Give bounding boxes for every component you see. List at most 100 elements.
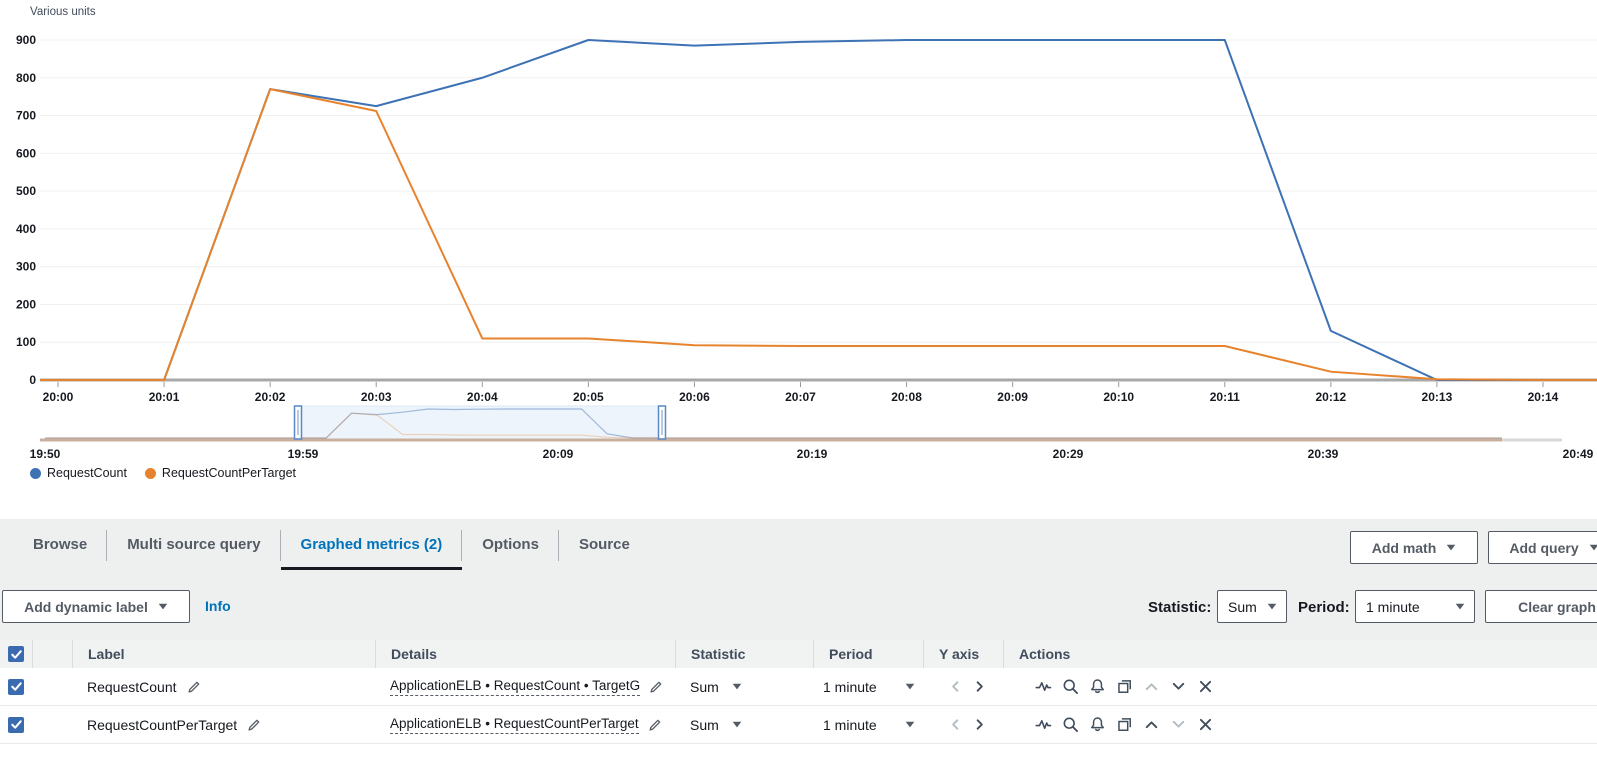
svg-text:20:14: 20:14 bbox=[1528, 390, 1559, 404]
tab-browse[interactable]: Browse bbox=[13, 519, 108, 570]
row-checkbox[interactable] bbox=[8, 678, 24, 695]
row-period-dropdown[interactable]: 1 minute bbox=[813, 679, 923, 695]
duplicate-icon[interactable] bbox=[1116, 678, 1133, 695]
graphed-metrics-table: Label Details Statistic Period Y axis Ac… bbox=[0, 640, 1597, 771]
period-label: Period: bbox=[1298, 599, 1350, 616]
svg-text:200: 200 bbox=[16, 297, 36, 311]
row-statistic-dropdown[interactable]: Sum bbox=[675, 717, 813, 733]
svg-text:20:03: 20:03 bbox=[361, 390, 392, 404]
pulse-icon[interactable] bbox=[1035, 716, 1052, 733]
chevron-down-icon bbox=[1267, 603, 1277, 610]
move-up-icon[interactable] bbox=[1143, 716, 1160, 733]
svg-text:20:02: 20:02 bbox=[255, 390, 286, 404]
svg-text:20:09: 20:09 bbox=[543, 447, 574, 461]
metric-details[interactable]: ApplicationELB • RequestCount • TargetG bbox=[390, 678, 641, 696]
tab-source[interactable]: Source bbox=[578, 536, 630, 553]
svg-text:500: 500 bbox=[16, 184, 36, 198]
svg-text:700: 700 bbox=[16, 109, 36, 123]
column-header-statistic: Statistic bbox=[675, 640, 813, 668]
row-checkbox[interactable] bbox=[8, 716, 24, 733]
svg-text:20:06: 20:06 bbox=[679, 390, 710, 404]
yaxis-right-icon[interactable] bbox=[972, 679, 987, 694]
column-header-label: Label bbox=[72, 640, 375, 668]
svg-text:20:04: 20:04 bbox=[467, 390, 498, 404]
row-period-dropdown[interactable]: 1 minute bbox=[813, 717, 923, 733]
duplicate-icon[interactable] bbox=[1116, 716, 1133, 733]
add-math-button[interactable]: Add math bbox=[1350, 531, 1478, 564]
svg-text:20:49: 20:49 bbox=[1563, 447, 1594, 461]
column-header-yaxis: Y axis bbox=[923, 640, 1003, 668]
statistic-select[interactable]: Sum bbox=[1217, 590, 1287, 623]
table-header-row: Label Details Statistic Period Y axis Ac… bbox=[0, 640, 1597, 668]
row-statistic-dropdown[interactable]: Sum bbox=[675, 679, 813, 695]
tab-options[interactable]: Options bbox=[462, 519, 559, 570]
legend-item-requestcount[interactable]: RequestCount bbox=[30, 466, 127, 480]
svg-text:20:10: 20:10 bbox=[1103, 390, 1134, 404]
chevron-down-icon bbox=[905, 683, 915, 690]
yaxis-right-icon[interactable] bbox=[972, 717, 987, 732]
chevron-down-icon bbox=[1446, 544, 1456, 551]
period-select[interactable]: 1 minute bbox=[1355, 590, 1475, 623]
metrics-line-chart[interactable]: 0 100 200 300 400 500 600 700 800 900 20:00 20:01 20… bbox=[0, 0, 1597, 463]
chevron-down-icon bbox=[158, 603, 168, 610]
add-query-button[interactable]: Add query bbox=[1488, 531, 1597, 564]
svg-text:20:09: 20:09 bbox=[997, 390, 1028, 404]
pulse-icon[interactable] bbox=[1035, 678, 1052, 695]
add-dynamic-label-button[interactable]: Add dynamic label bbox=[2, 590, 190, 623]
metrics-config-panel: Browse Multi source query Graphed metric… bbox=[0, 519, 1597, 771]
tab-multi-source-query[interactable]: Multi source query bbox=[107, 519, 281, 570]
bell-alarm-icon[interactable] bbox=[1089, 716, 1106, 733]
edit-label-icon[interactable] bbox=[186, 679, 202, 695]
column-header-period: Period bbox=[813, 640, 923, 668]
chevron-down-icon bbox=[905, 721, 915, 728]
table-row: RequestCountPerTarget ApplicationELB • R… bbox=[0, 706, 1597, 744]
metric-label: RequestCountPerTarget bbox=[87, 716, 238, 733]
legend-dot-orange bbox=[144, 467, 156, 479]
svg-text:20:07: 20:07 bbox=[785, 390, 816, 404]
chevron-down-icon bbox=[1589, 544, 1597, 551]
search-icon[interactable] bbox=[1062, 716, 1079, 733]
svg-text:400: 400 bbox=[16, 222, 36, 236]
edit-details-icon[interactable] bbox=[647, 717, 663, 733]
legend-label: RequestCountPerTarget bbox=[161, 466, 297, 480]
move-up-icon bbox=[1143, 678, 1160, 695]
clear-graph-button[interactable]: Clear graph bbox=[1485, 590, 1597, 623]
svg-text:20:19: 20:19 bbox=[797, 447, 828, 461]
edit-details-icon[interactable] bbox=[648, 679, 664, 695]
svg-text:20:13: 20:13 bbox=[1422, 390, 1453, 404]
column-header-actions: Actions bbox=[1003, 640, 1597, 668]
remove-icon[interactable] bbox=[1197, 678, 1214, 695]
legend-label: RequestCount bbox=[47, 466, 127, 480]
legend-item-requestcountpertarget[interactable]: RequestCountPerTarget bbox=[144, 466, 297, 480]
move-down-icon[interactable] bbox=[1170, 678, 1187, 695]
svg-text:600: 600 bbox=[16, 146, 36, 160]
remove-icon[interactable] bbox=[1197, 716, 1214, 733]
check-icon bbox=[9, 679, 24, 694]
statistic-label: Statistic: bbox=[1148, 599, 1212, 616]
legend-dot-blue bbox=[30, 467, 41, 479]
select-all-checkbox[interactable] bbox=[8, 646, 24, 662]
edit-label-icon[interactable] bbox=[246, 717, 262, 733]
info-link[interactable]: Info bbox=[205, 598, 231, 614]
svg-text:100: 100 bbox=[16, 335, 36, 349]
svg-text:300: 300 bbox=[16, 260, 36, 274]
svg-text:20:05: 20:05 bbox=[573, 390, 604, 404]
y-axis-units-label: Various units bbox=[30, 6, 96, 18]
metric-details[interactable]: ApplicationELB • RequestCountPerTarget bbox=[390, 716, 639, 734]
chevron-down-icon bbox=[1455, 603, 1465, 610]
panel-tabs: Browse Multi source query Graphed metric… bbox=[0, 519, 650, 570]
bell-alarm-icon[interactable] bbox=[1089, 678, 1106, 695]
svg-text:19:59: 19:59 bbox=[288, 447, 319, 461]
check-icon bbox=[9, 717, 24, 732]
tab-graphed-metrics[interactable]: Graphed metrics (2) bbox=[280, 519, 463, 570]
svg-text:0: 0 bbox=[29, 373, 36, 387]
svg-text:900: 900 bbox=[16, 33, 36, 47]
yaxis-left-icon bbox=[948, 717, 963, 732]
svg-text:20:12: 20:12 bbox=[1315, 390, 1346, 404]
svg-text:20:39: 20:39 bbox=[1308, 447, 1339, 461]
svg-text:20:08: 20:08 bbox=[891, 390, 922, 404]
search-icon[interactable] bbox=[1062, 678, 1079, 695]
svg-text:800: 800 bbox=[16, 71, 36, 85]
column-header-details: Details bbox=[375, 640, 675, 668]
